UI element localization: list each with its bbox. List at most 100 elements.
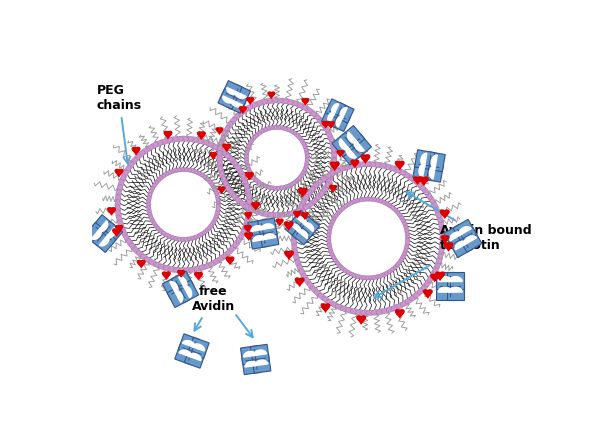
Ellipse shape (403, 248, 407, 256)
Ellipse shape (218, 254, 227, 262)
Ellipse shape (232, 194, 240, 202)
Polygon shape (285, 217, 306, 239)
Ellipse shape (161, 231, 169, 237)
Ellipse shape (223, 126, 230, 135)
Ellipse shape (149, 260, 158, 267)
Polygon shape (464, 236, 476, 245)
Ellipse shape (283, 127, 291, 132)
Ellipse shape (371, 275, 380, 279)
Ellipse shape (297, 204, 303, 213)
Polygon shape (297, 217, 306, 225)
Polygon shape (175, 291, 183, 302)
Ellipse shape (244, 105, 253, 112)
Ellipse shape (263, 184, 271, 189)
Ellipse shape (258, 210, 268, 216)
Ellipse shape (147, 196, 151, 204)
Ellipse shape (210, 182, 216, 189)
Polygon shape (106, 227, 116, 238)
Ellipse shape (301, 273, 309, 282)
Ellipse shape (331, 217, 336, 224)
Ellipse shape (216, 204, 220, 212)
Ellipse shape (208, 223, 214, 230)
Polygon shape (431, 155, 437, 169)
Ellipse shape (246, 194, 252, 204)
Ellipse shape (314, 290, 323, 298)
Ellipse shape (152, 181, 158, 187)
Polygon shape (340, 126, 365, 150)
Polygon shape (346, 147, 356, 158)
Ellipse shape (140, 147, 149, 155)
Ellipse shape (405, 296, 414, 304)
Polygon shape (91, 229, 101, 239)
Ellipse shape (295, 259, 301, 269)
Ellipse shape (338, 207, 345, 213)
Ellipse shape (244, 204, 253, 211)
Ellipse shape (286, 183, 294, 188)
Ellipse shape (217, 155, 222, 166)
Ellipse shape (157, 176, 163, 182)
Polygon shape (183, 340, 195, 348)
Polygon shape (442, 236, 449, 243)
Ellipse shape (332, 214, 337, 221)
Polygon shape (438, 287, 452, 292)
Ellipse shape (343, 268, 350, 274)
Ellipse shape (438, 218, 444, 228)
Ellipse shape (239, 107, 248, 115)
Polygon shape (284, 222, 293, 230)
Polygon shape (99, 221, 122, 245)
Polygon shape (251, 226, 264, 231)
Ellipse shape (403, 222, 407, 229)
Ellipse shape (404, 245, 409, 253)
Ellipse shape (424, 190, 432, 199)
Polygon shape (261, 224, 274, 230)
Ellipse shape (164, 233, 172, 239)
Ellipse shape (246, 164, 251, 172)
Ellipse shape (298, 135, 304, 142)
Ellipse shape (382, 271, 389, 276)
Ellipse shape (328, 223, 333, 231)
Ellipse shape (159, 174, 166, 180)
Ellipse shape (352, 273, 359, 278)
Ellipse shape (130, 158, 138, 166)
Ellipse shape (191, 235, 198, 240)
Ellipse shape (410, 176, 418, 184)
Ellipse shape (167, 235, 175, 239)
Ellipse shape (294, 101, 303, 108)
Polygon shape (195, 273, 202, 279)
Ellipse shape (216, 194, 220, 202)
Polygon shape (336, 116, 343, 127)
Polygon shape (178, 271, 185, 277)
Ellipse shape (171, 236, 178, 240)
Ellipse shape (365, 197, 373, 201)
Ellipse shape (153, 262, 163, 268)
Ellipse shape (164, 171, 172, 176)
Ellipse shape (147, 199, 151, 207)
Ellipse shape (248, 207, 258, 213)
Ellipse shape (221, 176, 228, 185)
Ellipse shape (276, 186, 284, 190)
Ellipse shape (315, 115, 323, 124)
Ellipse shape (226, 121, 233, 130)
Polygon shape (91, 215, 115, 238)
Ellipse shape (245, 161, 250, 169)
Polygon shape (226, 257, 234, 264)
Ellipse shape (286, 128, 294, 133)
Ellipse shape (438, 249, 444, 259)
Ellipse shape (355, 310, 365, 315)
Ellipse shape (308, 199, 317, 207)
Polygon shape (170, 282, 178, 294)
Ellipse shape (191, 169, 198, 174)
Polygon shape (250, 230, 269, 249)
Polygon shape (413, 160, 433, 180)
Ellipse shape (418, 183, 426, 191)
Ellipse shape (115, 204, 121, 215)
Ellipse shape (273, 212, 283, 218)
Ellipse shape (174, 237, 181, 241)
Ellipse shape (361, 310, 371, 316)
Ellipse shape (334, 259, 340, 266)
Polygon shape (247, 98, 253, 104)
Ellipse shape (396, 168, 406, 175)
Ellipse shape (174, 168, 181, 173)
Ellipse shape (209, 260, 218, 267)
Ellipse shape (210, 220, 216, 227)
